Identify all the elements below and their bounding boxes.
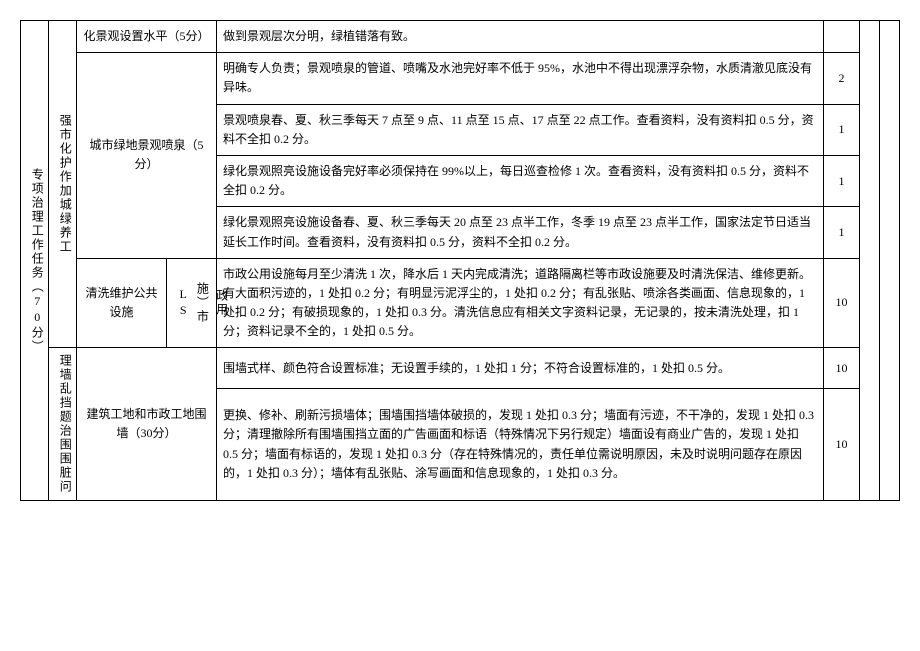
- score-cell: [824, 21, 860, 53]
- table-row: 城市绿地景观喷泉（5分） 明确专人负责；景观喷泉的管道、喷嘴及水池完好率不低于 …: [21, 53, 900, 104]
- criteria-cell: 明确专人负责；景观喷泉的管道、喷嘴及水池完好率不低于 95%，水池中不得出现漂浮…: [217, 53, 824, 104]
- criteria-cell: 更换、修补、刷新污损墙体；围墙围挡墙体破损的，发现 1 处扣 0.3 分；墙面有…: [217, 388, 824, 501]
- block-label-cell: 化景观设置水平（5分）: [77, 21, 217, 53]
- group-label: 强市化护作加城绿养工: [55, 114, 74, 254]
- criteria-cell: 绿化景观照亮设施设备完好率必须保持在 99%以上，每日巡查检修 1 次。查看资料…: [217, 155, 824, 206]
- sub-line: 施）市: [195, 282, 209, 324]
- page: 专项治理工作任务（70分） 强市化护作加城绿养工 化景观设置水平（5分） 做到景…: [20, 20, 900, 501]
- main-category-cell: 专项治理工作任务（70分）: [21, 21, 49, 501]
- criteria-cell: 围墙式样、颜色符合设置标准；无设置手续的，1 处扣 1 分；不符合设置标准的，1…: [217, 348, 824, 388]
- block-label-cell: 清洗维护公共设施: [77, 258, 167, 348]
- criteria-cell: 绿化景观照亮设施设备春、夏、秋三季每天 20 点至 23 点半工作，冬季 19 …: [217, 207, 824, 258]
- group-cell: 强市化护作加城绿养工: [49, 21, 77, 348]
- main-category-label: 专项治理工作任务（70分）: [27, 168, 46, 354]
- table-row: 理墙乱挡题治围围脏问 建筑工地和市政工地围墙（30分） 围墙式样、颜色符合设置标…: [21, 348, 900, 388]
- table-row: 专项治理工作任务（70分） 强市化护作加城绿养工 化景观设置水平（5分） 做到景…: [21, 21, 900, 53]
- group-cell: 理墙乱挡题治围围脏问: [49, 348, 77, 501]
- sub-label-cell: 政用 施）市 LS: [167, 258, 217, 348]
- score-cell: 10: [824, 388, 860, 501]
- group-label: 理墙乱挡题治围围脏问: [55, 354, 74, 494]
- criteria-cell: 景观喷泉春、夏、秋三季每天 7 点至 9 点、11 点至 15 点、17 点至 …: [217, 104, 824, 155]
- assessment-table: 专项治理工作任务（70分） 强市化护作加城绿养工 化景观设置水平（5分） 做到景…: [20, 20, 900, 501]
- score-cell: 10: [824, 258, 860, 348]
- block-label-cell: 建筑工地和市政工地围墙（30分）: [77, 348, 217, 501]
- score-cell: 1: [824, 207, 860, 258]
- table-row: 清洗维护公共设施 政用 施）市 LS 市政公用设施每月至少清洗 1 次，降水后 …: [21, 258, 900, 348]
- empty-col: [860, 21, 880, 501]
- score-cell: 1: [824, 104, 860, 155]
- criteria-cell: 做到景观层次分明，绿植错落有致。: [217, 21, 824, 53]
- score-cell: 10: [824, 348, 860, 388]
- sub-line: LS: [176, 287, 190, 319]
- score-cell: 1: [824, 155, 860, 206]
- block-label-cell: 城市绿地景观喷泉（5分）: [77, 53, 217, 259]
- criteria-cell: 市政公用设施每月至少清洗 1 次，降水后 1 天内完成清洗；道路隔离栏等市政设施…: [217, 258, 824, 348]
- empty-col: [880, 21, 900, 501]
- score-cell: 2: [824, 53, 860, 104]
